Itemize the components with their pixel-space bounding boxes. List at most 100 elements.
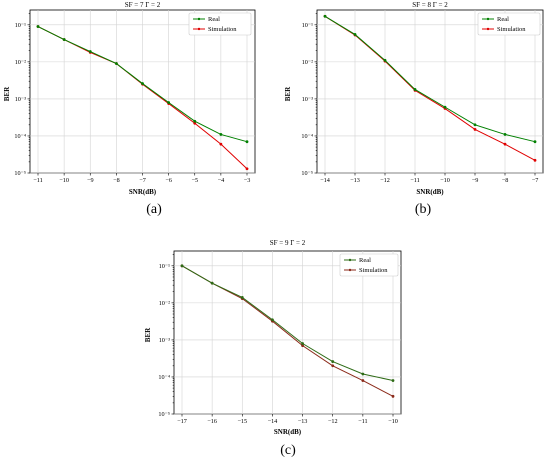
data-point-simulation (533, 158, 537, 162)
y-axis-label-a: BER (3, 86, 11, 101)
x-tick-label: −10 (59, 177, 69, 184)
plot-area-c (173, 250, 402, 415)
x-tick-label: −10 (440, 177, 450, 184)
y-tick-label: 10⁻¹ (302, 22, 313, 29)
x-tick-label: −9 (87, 177, 94, 184)
data-point-real (88, 50, 92, 53)
y-tick-label: 10⁻¹ (159, 263, 170, 270)
data-point-real (271, 318, 274, 322)
y-tick-label: 10⁻⁴ (301, 133, 313, 140)
legend-label-sim-b: Simulation (497, 26, 526, 33)
y-tick-label: 10⁻⁴ (14, 133, 26, 140)
data-point-real (443, 105, 447, 109)
panel-label-c: (c) (280, 443, 296, 458)
x-tick-label: −7 (139, 177, 146, 184)
data-point-real (383, 58, 387, 62)
x-axis-label-a: SNR(dB) (129, 188, 157, 196)
data-point-simulation (503, 142, 507, 146)
data-point-real (473, 123, 477, 127)
y-tick-label: 10⁻³ (302, 96, 313, 103)
data-point-simulation (193, 121, 197, 125)
legend-b: Real Simulation (477, 12, 541, 36)
y-tick-label: 10⁻² (302, 59, 313, 66)
chart-title-b: SF = 8 Γ = 2 (412, 1, 448, 9)
legend-marker-real-a (197, 17, 201, 21)
data-point-real (36, 25, 40, 28)
legend-marker-real-c (348, 258, 352, 262)
data-point-real (361, 372, 365, 376)
legend-c: Real Simulation (339, 253, 399, 277)
legend-label-real-b: Real (497, 16, 509, 23)
data-point-simulation (331, 364, 335, 368)
y-axis-label-b: BER (284, 86, 292, 101)
series-line-real (324, 15, 536, 143)
data-point-real (533, 140, 537, 144)
data-point-real (413, 88, 417, 91)
x-tick-label: −12 (328, 418, 338, 425)
y-tick-label: 10⁻⁵ (301, 170, 313, 177)
data-point-simulation (391, 394, 395, 398)
data-point-real (331, 360, 335, 363)
x-tick-label: −14 (268, 418, 278, 425)
data-point-real (503, 133, 507, 136)
x-tick-label: −16 (207, 418, 217, 425)
data-point-simulation (245, 167, 249, 171)
ticks-a: −11 −10 −9 −8 −7 −6 −5 −4 −3 10⁻⁵ 10⁻⁴ 10⁻³ 10⁻² 10⁻¹ (14, 13, 251, 184)
series-b (323, 14, 537, 162)
chart-title-c: SF = 9 Γ = 2 (270, 239, 306, 247)
panel-b: −14 −13 −12 −11 −10 −9 −8 −7 10⁻⁵ 10⁻⁴ 10⁻³ 10⁻² 10⁻… (284, 1, 544, 217)
data-point-real (245, 140, 249, 144)
legend-marker-sim-a (197, 27, 201, 31)
y-tick-label: 10⁻⁴ (158, 374, 170, 381)
x-tick-label: −8 (502, 177, 509, 184)
panel-c: −17 −16 −15 −14 −13 −12 −11 −10 10⁻⁵ 10⁻⁴ 10⁻³ 10⁻²… (144, 239, 402, 458)
x-tick-label: −8 (113, 177, 120, 184)
data-point-real (240, 296, 244, 299)
legend-label-real-a: Real (208, 16, 220, 23)
data-point-real (301, 342, 304, 345)
x-tick-label: −14 (320, 177, 330, 184)
legend-marker-real-b (486, 17, 490, 21)
y-axis-label-c: BER (144, 327, 152, 342)
y-tick-label: 10⁻² (15, 59, 26, 66)
panel-a: −11 −10 −9 −8 −7 −6 −5 −4 −3 10⁻⁵ 10⁻⁴ 10⁻³ 10⁻² 10⁻¹… (3, 1, 256, 217)
y-tick-label: 10⁻¹ (15, 22, 26, 29)
y-tick-label: 10⁻³ (159, 337, 170, 344)
data-point-real (114, 62, 118, 65)
legend-marker-sim-c (348, 268, 352, 272)
x-tick-label: −3 (244, 177, 251, 184)
x-tick-label: −13 (350, 177, 360, 184)
panel-label-a: (a) (146, 202, 162, 217)
y-tick-label: 10⁻² (159, 300, 170, 307)
x-axis-label-c: SNR(dB) (274, 428, 302, 436)
x-tick-label: −7 (532, 177, 539, 184)
data-point-simulation (219, 142, 223, 146)
data-point-real (210, 281, 214, 285)
data-point-real (62, 38, 66, 41)
x-tick-label: −13 (298, 418, 308, 425)
x-tick-label: −12 (380, 177, 390, 184)
series-a (36, 25, 249, 171)
x-tick-label: −4 (218, 177, 225, 184)
x-tick-label: −5 (191, 177, 198, 184)
grid-c (174, 251, 401, 415)
legend-a: Real Simulation (188, 12, 252, 36)
legend-label-real-c: Real (359, 257, 371, 264)
ticks-c: −17 −16 −15 −14 −13 −12 −11 −10 10⁻⁵ 10⁻⁴ 10⁻³ 10⁻²… (158, 254, 398, 425)
x-tick-label: −11 (410, 177, 419, 184)
x-axis-label-b: SNR(dB) (416, 188, 444, 196)
legend-label-sim-a: Simulation (208, 26, 237, 33)
data-point-real (353, 33, 357, 36)
data-point-real (141, 82, 144, 85)
data-point-real (323, 14, 327, 18)
data-point-simulation (301, 344, 304, 348)
legend-marker-sim-b (486, 27, 490, 31)
legend-label-sim-c: Simulation (359, 267, 388, 274)
x-tick-label: −17 (177, 418, 187, 425)
x-tick-label: −10 (388, 418, 398, 425)
x-tick-label: −6 (165, 177, 172, 184)
data-point-real (391, 379, 395, 382)
data-point-simulation (473, 128, 477, 131)
chart-title-a: SF = 7 Γ = 2 (125, 1, 161, 9)
